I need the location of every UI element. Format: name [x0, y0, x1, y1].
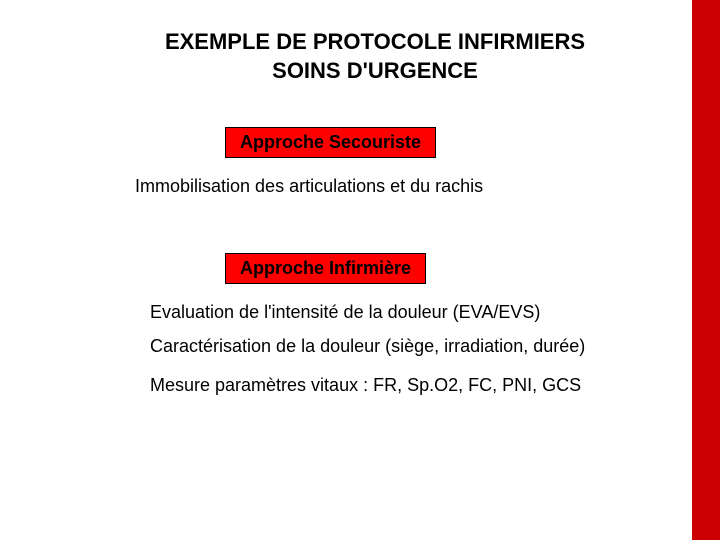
body-text: Evaluation de l'intensité de la douleur …	[150, 300, 660, 325]
section-label-infirmiere: Approche Infirmière	[225, 253, 426, 284]
body-text: Caractérisation de la douleur (siège, ir…	[150, 334, 660, 359]
title-line-2: SOINS D'URGENCE	[272, 58, 478, 83]
body-text: Immobilisation des articulations et du r…	[135, 174, 660, 199]
body-text: Mesure paramètres vitaux : FR, Sp.O2, FC…	[150, 373, 660, 398]
section-label-secouriste: Approche Secouriste	[225, 127, 436, 158]
title-line-1: EXEMPLE DE PROTOCOLE INFIRMIERS	[165, 29, 585, 54]
decorative-stripe	[692, 0, 720, 540]
page-title: EXEMPLE DE PROTOCOLE INFIRMIERS SOINS D'…	[90, 28, 660, 85]
slide-content: EXEMPLE DE PROTOCOLE INFIRMIERS SOINS D'…	[0, 0, 720, 398]
